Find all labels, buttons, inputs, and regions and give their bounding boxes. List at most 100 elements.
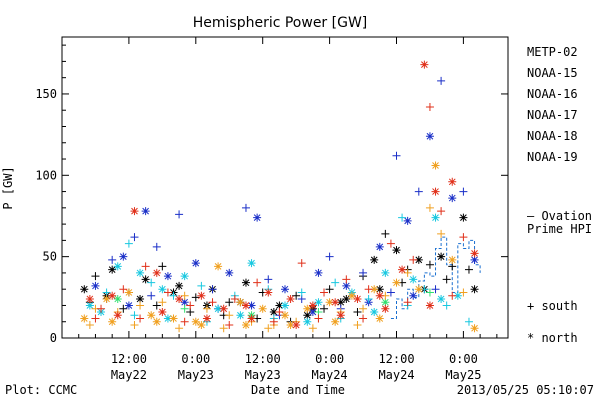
- point-north: [124, 301, 133, 310]
- point-south: [264, 275, 273, 284]
- point-south: [425, 203, 434, 212]
- point-north: [286, 320, 295, 329]
- point-north: [124, 288, 133, 297]
- point-north: [409, 275, 418, 284]
- point-south: [225, 311, 234, 320]
- point-north: [403, 216, 412, 225]
- point-north: [414, 285, 423, 294]
- series-noaa-18: [80, 161, 479, 333]
- point-north: [158, 285, 167, 294]
- point-north: [314, 298, 323, 307]
- point-north: [191, 317, 200, 326]
- point-south: [331, 278, 340, 287]
- point-north: [91, 281, 100, 290]
- point-south: [85, 320, 94, 329]
- point-north: [113, 311, 122, 320]
- point-north: [425, 301, 434, 310]
- point-south: [325, 252, 334, 261]
- x-tick-label-date: May23: [245, 368, 281, 382]
- point-south: [292, 291, 301, 300]
- point-north: [108, 291, 117, 300]
- point-south: [241, 203, 250, 212]
- point-south: [97, 304, 106, 313]
- point-north: [470, 255, 479, 264]
- point-south: [124, 239, 133, 248]
- footer-credit: Plot: CCMC: [5, 383, 77, 397]
- point-north: [409, 291, 418, 300]
- point-north: [108, 265, 117, 274]
- point-north: [158, 307, 167, 316]
- point-north: [241, 301, 250, 310]
- point-north: [370, 307, 379, 316]
- y-axis-label: P [GW]: [1, 166, 15, 209]
- y-tick-label: 150: [35, 87, 57, 101]
- point-south: [186, 301, 195, 310]
- legend-entry: NOAA-19: [527, 150, 578, 164]
- point-south: [219, 324, 228, 333]
- point-south: [264, 324, 273, 333]
- x-tick-label-date: May23: [178, 368, 214, 382]
- point-north: [108, 317, 117, 326]
- point-south: [459, 187, 468, 196]
- point-north: [448, 255, 457, 264]
- point-south: [152, 301, 161, 310]
- point-north: [286, 294, 295, 303]
- x-tick-label-date: May24: [312, 368, 348, 382]
- point-south: [180, 304, 189, 313]
- point-south: [208, 298, 217, 307]
- point-north: [381, 298, 390, 307]
- point-north: [370, 285, 379, 294]
- legend-entry: NOAA-16: [527, 87, 578, 101]
- footer-timestamp: 2013/05/25 05:10:07: [457, 383, 594, 397]
- point-north: [130, 207, 139, 216]
- point-south: [275, 307, 284, 316]
- point-north: [336, 311, 345, 320]
- point-north: [236, 298, 245, 307]
- point-north: [136, 294, 145, 303]
- point-north: [214, 262, 223, 271]
- x-tick-label-date: May22: [111, 368, 147, 382]
- x-tick-label-date: May24: [378, 368, 414, 382]
- point-north: [375, 242, 384, 251]
- point-south: [398, 213, 407, 222]
- point-south: [392, 151, 401, 160]
- point-south: [464, 265, 473, 274]
- point-south: [175, 210, 184, 219]
- x-tick-label-time: 12:00: [245, 352, 281, 366]
- point-south: [130, 233, 139, 242]
- point-north: [420, 60, 429, 69]
- point-north: [431, 161, 440, 170]
- point-south: [359, 314, 368, 323]
- point-south: [136, 301, 145, 310]
- point-north: [381, 268, 390, 277]
- x-axis: 12:00 May22 0:00 May23 12:00 May23 0:00 May24 12…: [78, 37, 498, 382]
- point-north: [375, 291, 384, 300]
- legend-entry: NOAA-15: [527, 66, 578, 80]
- point-north: [437, 294, 446, 303]
- point-north: [448, 194, 457, 203]
- point-south: [130, 320, 139, 329]
- point-north: [470, 285, 479, 294]
- point-north: [281, 301, 289, 310]
- point-south: [448, 291, 457, 300]
- point-north: [236, 311, 245, 320]
- point-south: [353, 307, 362, 316]
- point-south: [269, 317, 278, 326]
- ovation-legend-line1: — Ovation: [527, 209, 592, 223]
- point-north: [347, 291, 356, 300]
- point-south: [425, 260, 434, 269]
- series-layer: [80, 60, 479, 333]
- point-south: [364, 285, 373, 294]
- point-south: [381, 229, 390, 238]
- point-north: [175, 281, 184, 290]
- point-south: [342, 275, 351, 284]
- point-south: [202, 304, 211, 313]
- point-north: [247, 314, 256, 323]
- south-marker-key: + south: [527, 299, 578, 313]
- point-north: [453, 291, 462, 300]
- point-north: [414, 255, 423, 264]
- point-south: [314, 314, 323, 323]
- point-north: [241, 320, 250, 329]
- point-north: [113, 294, 122, 303]
